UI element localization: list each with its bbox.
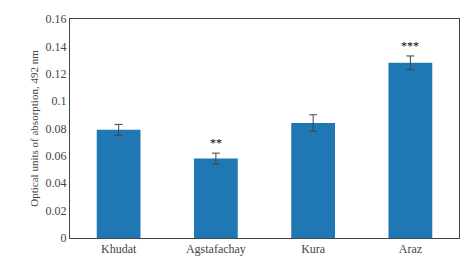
svg-text:Araz: Araz xyxy=(399,242,422,256)
svg-text:Optical units of absorption, 4: Optical units of absorption, 492 nm xyxy=(28,50,40,207)
svg-text:0.16: 0.16 xyxy=(46,12,67,26)
svg-text:0.06: 0.06 xyxy=(46,149,67,163)
svg-text:Agstafachay: Agstafachay xyxy=(186,242,246,256)
svg-text:0.04: 0.04 xyxy=(46,176,67,190)
svg-text:0.02: 0.02 xyxy=(46,204,67,218)
svg-text:Khudat: Khudat xyxy=(101,242,137,256)
svg-text:0.1: 0.1 xyxy=(52,94,67,108)
svg-text:0: 0 xyxy=(61,231,67,245)
svg-text:0.08: 0.08 xyxy=(46,122,67,136)
svg-text:**: ** xyxy=(210,136,222,150)
svg-text:0.14: 0.14 xyxy=(46,40,67,54)
svg-text:Kura: Kura xyxy=(301,242,326,256)
svg-text:***: *** xyxy=(401,39,419,53)
svg-text:0.12: 0.12 xyxy=(46,67,67,81)
